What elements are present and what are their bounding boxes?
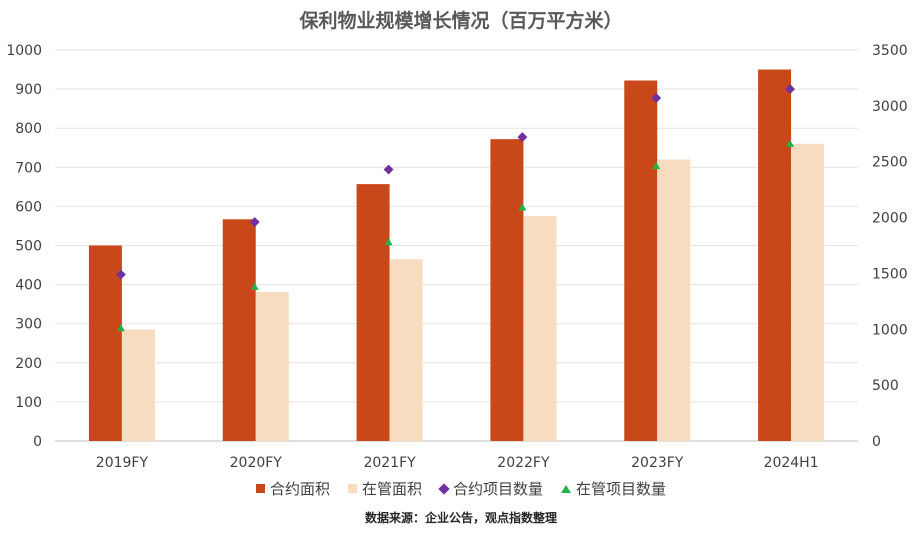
category-label: 2023FY [631, 455, 684, 471]
marker-managed-projects [786, 139, 795, 147]
legend-item-contract-area: 合约面积 [255, 478, 330, 499]
bars-layer [88, 69, 825, 442]
left-axis-tick-label: 400 [15, 278, 42, 294]
category-label: 2021FY [363, 455, 416, 471]
marker-contract-projects [785, 84, 796, 95]
legend-triangle-icon [561, 484, 572, 493]
right-axis-tick-label: 3000 [872, 99, 908, 115]
right-axis-tick-label: 0 [872, 434, 881, 450]
right-axis-tick-label: 3500 [872, 43, 908, 59]
bar-managed-area [255, 292, 289, 441]
legend-label-managed-area: 在管面积 [361, 480, 422, 498]
marker-contract-projects [383, 164, 394, 175]
marker-managed-projects [652, 162, 661, 170]
left-axis-tick-label: 500 [15, 239, 42, 255]
category-labels: 2019FY 2020FY 2021FY 2022FY 2023FY 2024H1 [96, 455, 819, 471]
bar-managed-area [657, 159, 691, 442]
right-axis-tick-label: 500 [872, 378, 899, 394]
left-axis-tick-label: 0 [33, 434, 42, 450]
marker-managed-projects [384, 238, 393, 246]
gridlines [55, 49, 858, 442]
left-axis-tick-label: 800 [15, 121, 42, 137]
legend-swatch-contract-area [255, 484, 265, 493]
left-axis-tick-label: 900 [15, 82, 42, 98]
right-axis-tick-label: 1000 [872, 322, 908, 338]
legend-label-contract-area: 合约面积 [269, 480, 330, 498]
left-axis-tick-label: 300 [15, 317, 42, 333]
category-label: 2022FY [497, 455, 550, 471]
bar-managed-area [791, 143, 825, 441]
legend-swatch-managed-area [347, 484, 357, 493]
bar-contract-area [222, 219, 256, 441]
marker-contract-projects [249, 217, 260, 227]
source-note: 数据来源：企业公告，观点指数整理 [364, 511, 557, 525]
legend-diamond-icon [438, 482, 450, 495]
category-label: 2020FY [230, 455, 283, 471]
marker-managed-projects [518, 203, 527, 211]
left-axis-tick-label: 100 [15, 395, 42, 411]
bar-managed-area [389, 259, 423, 441]
left-axis-tick-label: 200 [15, 356, 42, 372]
legend-item-managed-projects: 在管项目数量 [561, 478, 666, 499]
left-axis-tick-label: 700 [15, 160, 42, 176]
marker-contract-projects [651, 93, 662, 103]
legend-item-contract-projects: 合约项目数量 [438, 478, 544, 499]
bar-managed-area [523, 216, 557, 441]
right-axis-tick-label: 1500 [872, 266, 908, 282]
category-label: 2019FY [96, 455, 149, 471]
bar-contract-area [490, 139, 524, 441]
left-axis-tick-label: 600 [15, 199, 42, 215]
bar-contract-area [88, 245, 122, 441]
marker-managed-projects [116, 324, 125, 332]
bar-contract-area [624, 80, 658, 442]
right-axis-tick-label: 2500 [872, 155, 908, 171]
chart-title: 保利物业规模增长情况（百万平方米） [299, 10, 623, 32]
marker-managed-projects [250, 282, 259, 290]
bar-contract-area [758, 69, 792, 442]
legend-label-managed-projects: 在管项目数量 [576, 480, 667, 498]
left-axis-ticks: 0 100 200 300 400 500 600 700 800 900 1000 [6, 43, 42, 450]
right-axis-tick-label: 2000 [872, 211, 908, 227]
bar-contract-area [356, 184, 390, 441]
marker-contract-projects [517, 132, 528, 143]
legend-item-managed-area: 在管面积 [347, 478, 422, 499]
legend-label-contract-projects: 合约项目数量 [453, 480, 544, 498]
markers-layer [115, 84, 796, 332]
bar-managed-area [121, 329, 155, 441]
legend: 合约面积 在管面积 合约项目数量 在管项目数量 [0, 478, 922, 499]
right-axis-ticks: 0 500 1000 1500 2000 2500 3000 3500 [872, 43, 908, 450]
left-axis-tick-label: 1000 [6, 43, 42, 59]
category-label: 2024H1 [764, 455, 819, 471]
